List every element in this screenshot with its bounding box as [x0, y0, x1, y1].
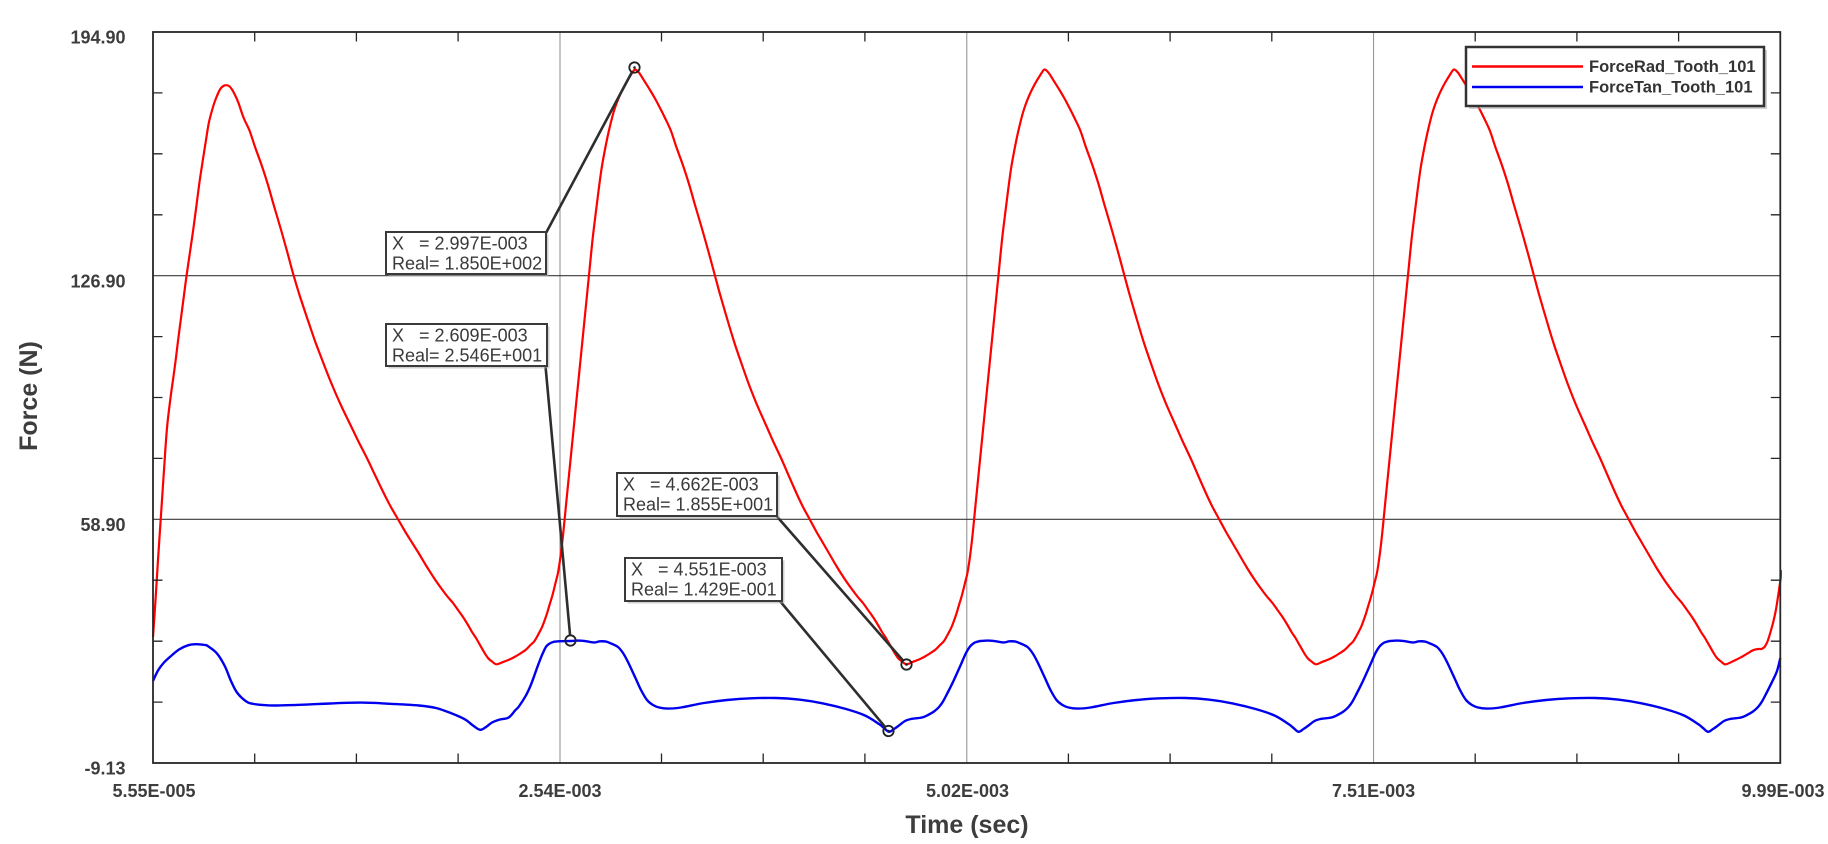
- svg-text:2.54E-003: 2.54E-003: [518, 781, 601, 801]
- svg-text:Real= 1.855E+001: Real= 1.855E+001: [623, 495, 773, 515]
- svg-text:X = 4.662E-003: X = 4.662E-003: [623, 475, 759, 495]
- svg-text:X = 2.997E-003: X = 2.997E-003: [392, 234, 528, 254]
- svg-text:58.90: 58.90: [80, 515, 125, 535]
- svg-text:Real= 1.850E+002: Real= 1.850E+002: [392, 254, 542, 274]
- svg-text:ForceRad_Tooth_101: ForceRad_Tooth_101: [1589, 58, 1756, 76]
- svg-text:Time (sec): Time (sec): [905, 811, 1028, 839]
- svg-text:Real= 2.546E+001: Real= 2.546E+001: [392, 346, 542, 366]
- svg-text:5.02E-003: 5.02E-003: [926, 781, 1009, 801]
- svg-text:Force (N): Force (N): [15, 341, 43, 451]
- svg-text:126.90: 126.90: [70, 271, 125, 291]
- svg-text:5.55E-005: 5.55E-005: [112, 781, 195, 801]
- svg-text:194.90: 194.90: [70, 28, 125, 48]
- svg-text:-9.13: -9.13: [84, 759, 125, 779]
- svg-text:ForceTan_Tooth_101: ForceTan_Tooth_101: [1589, 79, 1753, 97]
- svg-text:9.99E-003: 9.99E-003: [1741, 781, 1824, 801]
- svg-text:7.51E-003: 7.51E-003: [1332, 781, 1415, 801]
- svg-text:X = 4.551E-003: X = 4.551E-003: [631, 560, 767, 580]
- svg-text:Real= 1.429E-001: Real= 1.429E-001: [631, 580, 777, 600]
- svg-text:X = 2.609E-003: X = 2.609E-003: [392, 326, 528, 346]
